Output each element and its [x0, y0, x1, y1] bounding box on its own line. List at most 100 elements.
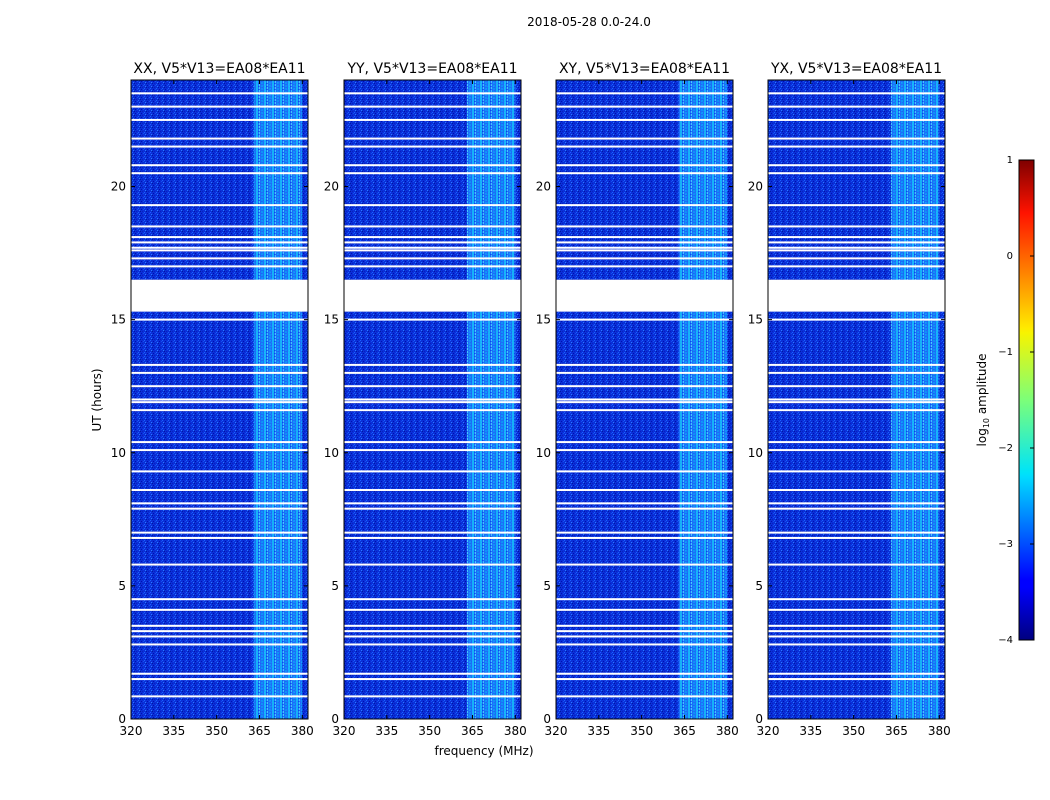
x-tick-label: 335: [587, 724, 610, 738]
axes-frame: [130, 79, 309, 720]
y-tick-label: 5: [331, 579, 339, 593]
flagged-row: [556, 489, 733, 492]
flagged-row: [344, 441, 521, 444]
flagged-row: [556, 371, 733, 374]
flagged-row: [131, 598, 308, 601]
panel-3: XY, V5*V13=EA08*EA11 320 335 350 365 380 0 5 10 1…: [536, 61, 739, 738]
colorbar-tick-label: −2: [998, 443, 1013, 454]
x-tick-label: 350: [630, 724, 653, 738]
flagged-row: [768, 371, 945, 374]
flagged-row: [131, 678, 308, 681]
flagged-row: [131, 371, 308, 374]
flagged-row: [131, 137, 308, 140]
flagged-row: [344, 635, 521, 638]
flagged-row: [344, 249, 521, 252]
y-tick-label: 5: [755, 579, 763, 593]
flagged-row: [556, 172, 733, 175]
y-tick-label: 20: [748, 180, 763, 194]
flagged-row: [768, 635, 945, 638]
flagged-row: [131, 643, 308, 646]
flagged-row: [344, 470, 521, 473]
y-tick-label: 0: [543, 712, 551, 726]
flagged-row: [768, 137, 945, 140]
flagged-row: [556, 105, 733, 108]
flagged-row: [556, 204, 733, 207]
flagged-row: [131, 489, 308, 492]
flagged-row: [344, 246, 521, 249]
flagged-row: [131, 241, 308, 244]
flagged-row: [131, 401, 308, 404]
flagged-row: [131, 225, 308, 228]
y-axis-label: UT (hours): [90, 368, 104, 431]
flagged-row: [344, 318, 521, 321]
flagged-row: [131, 363, 308, 366]
flagged-row: [556, 385, 733, 388]
flagged-row: [768, 531, 945, 534]
x-tick-label: 380: [928, 724, 951, 738]
flagged-row: [344, 563, 521, 566]
flagged-row: [344, 236, 521, 239]
x-tick-label: 335: [375, 724, 398, 738]
flagged-row: [768, 363, 945, 366]
panel-1: XX, V5*V13=EA08*EA11 320 335 350 365 380 0 5 10 1…: [111, 61, 314, 738]
flagged-row: [344, 502, 521, 505]
flagged-row: [556, 249, 733, 252]
panel-2: YY, V5*V13=EA08*EA11 320 335 350 365 380 0 5 10 1…: [324, 61, 527, 738]
flagged-row: [556, 118, 733, 121]
y-tick-label: 0: [755, 712, 763, 726]
flagged-row: [768, 118, 945, 121]
flagged-row: [768, 92, 945, 95]
y-tick-label: 15: [111, 313, 126, 327]
flagged-row: [556, 563, 733, 566]
flagged-row: [768, 624, 945, 627]
flagged-row: [556, 502, 733, 505]
flagged-row: [556, 531, 733, 534]
flagged-row: [768, 246, 945, 249]
flagged-row: [556, 449, 733, 452]
flagged-row: [344, 695, 521, 698]
flagged-row: [768, 236, 945, 239]
colorbar-tick-label: −3: [998, 539, 1013, 550]
flagged-row: [556, 678, 733, 681]
figure-title: 2018-05-28 0.0-24.0: [527, 15, 651, 29]
flagged-row: [131, 672, 308, 675]
flagged-row: [768, 241, 945, 244]
flagged-row: [768, 563, 945, 566]
flagged-row: [344, 145, 521, 148]
flagged-row: [131, 449, 308, 452]
colorbar-gradient: [1018, 159, 1035, 641]
flagged-row: [768, 105, 945, 108]
flagged-row: [556, 265, 733, 268]
flagged-row: [344, 105, 521, 108]
flagged-row: [768, 489, 945, 492]
panel-title: XY, V5*V13=EA08*EA11: [559, 61, 730, 77]
flagged-row: [556, 257, 733, 260]
flagged-row: [131, 164, 308, 167]
flagged-row: [556, 401, 733, 404]
flagged-row: [556, 92, 733, 95]
flagged-row: [556, 695, 733, 698]
flagged-row: [556, 164, 733, 167]
x-tick-label: 335: [799, 724, 822, 738]
flagged-row: [131, 318, 308, 321]
panel-title: YY, V5*V13=EA08*EA11: [346, 61, 517, 77]
colorbar-label-log: log: [975, 428, 989, 446]
flagged-row: [131, 246, 308, 249]
flagged-row: [768, 608, 945, 611]
colorbar: 10−1−2−3−4 log10 amplitude: [975, 155, 1035, 646]
flagged-row: [768, 695, 945, 698]
y-tick-label: 10: [748, 446, 763, 460]
flagged-row: [131, 630, 308, 633]
x-tick-label: 365: [461, 724, 484, 738]
flagged-row: [556, 145, 733, 148]
flagged-row: [556, 246, 733, 249]
y-tick-label: 5: [543, 579, 551, 593]
flagged-row: [556, 536, 733, 539]
axes-frame: [767, 79, 946, 720]
x-tick-label: 320: [545, 724, 568, 738]
flagged-row: [131, 145, 308, 148]
flagged-row: [768, 502, 945, 505]
x-tick-label: 365: [248, 724, 271, 738]
flagged-row: [344, 536, 521, 539]
flagged-row: [768, 398, 945, 401]
